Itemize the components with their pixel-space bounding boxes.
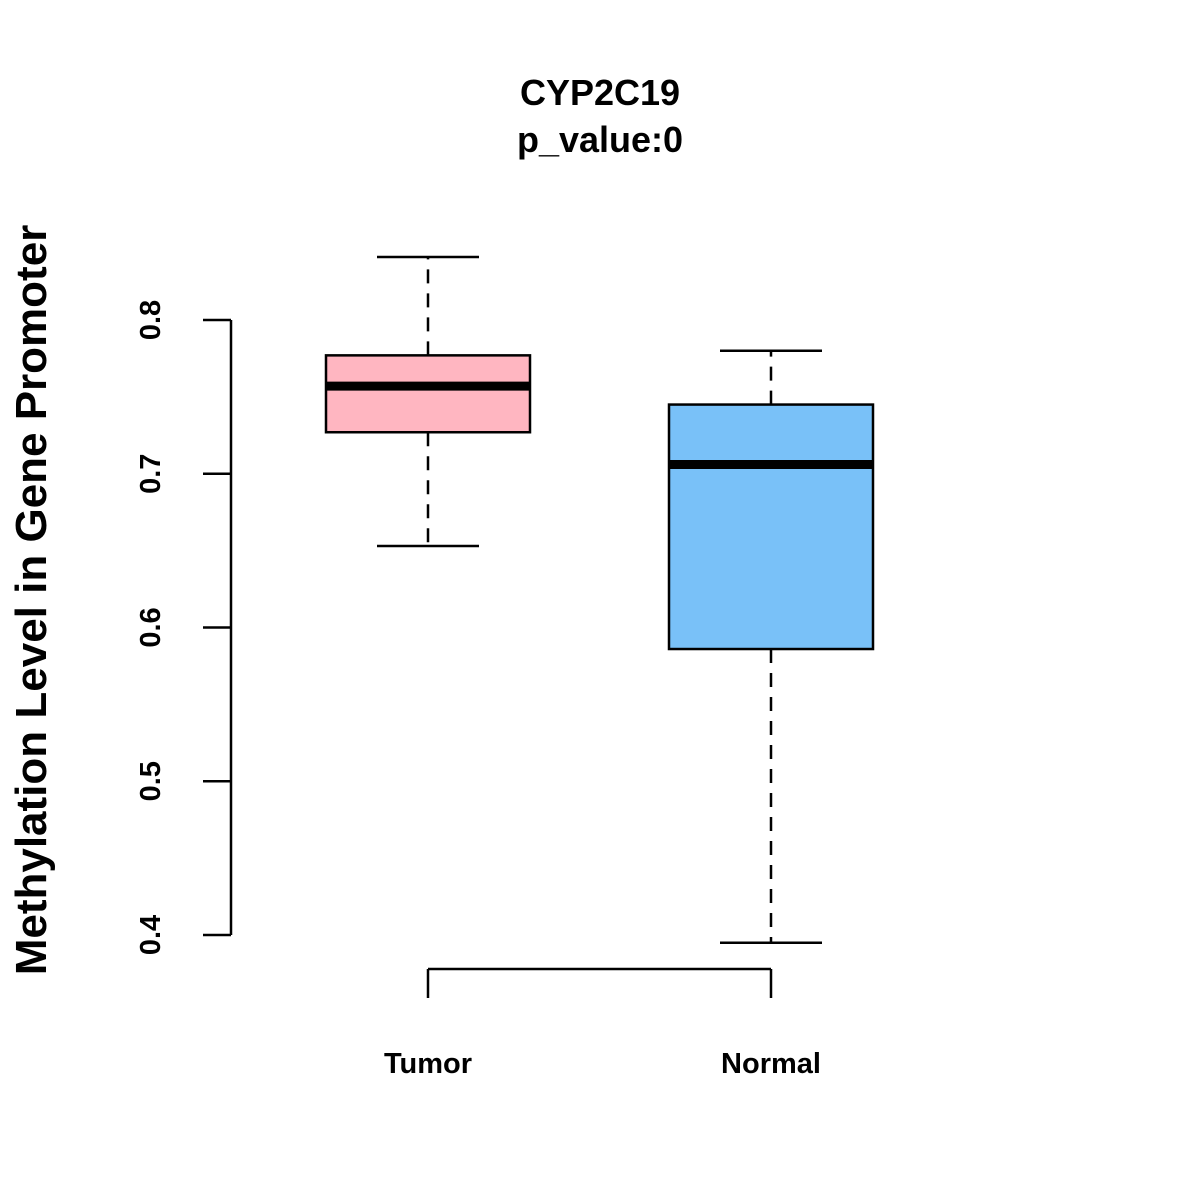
- y-axis-label: Methylation Level in Gene Promoter: [7, 225, 56, 976]
- y-tick-label: 0.5: [135, 761, 167, 801]
- y-axis: 0.4 0.5 0.6 0.7 0.8: [135, 300, 233, 955]
- chart-title: CYP2C19: [520, 72, 680, 113]
- y-tick-label: 0.7: [135, 454, 167, 494]
- y-tick-label: 0.4: [135, 915, 167, 955]
- box-tumor: [324, 255, 532, 548]
- y-tick-label: 0.8: [135, 300, 167, 340]
- box-iqr: [667, 403, 875, 651]
- y-tick-label: 0.6: [135, 607, 167, 647]
- box-iqr: [324, 354, 532, 434]
- x-axis: Tumor Normal: [384, 967, 821, 1080]
- chart-subtitle: p_value:0: [517, 119, 683, 160]
- boxes-group: [324, 255, 875, 944]
- x-tick-label: Normal: [721, 1048, 821, 1080]
- box-normal: [667, 349, 875, 944]
- x-tick-label: Tumor: [384, 1048, 472, 1080]
